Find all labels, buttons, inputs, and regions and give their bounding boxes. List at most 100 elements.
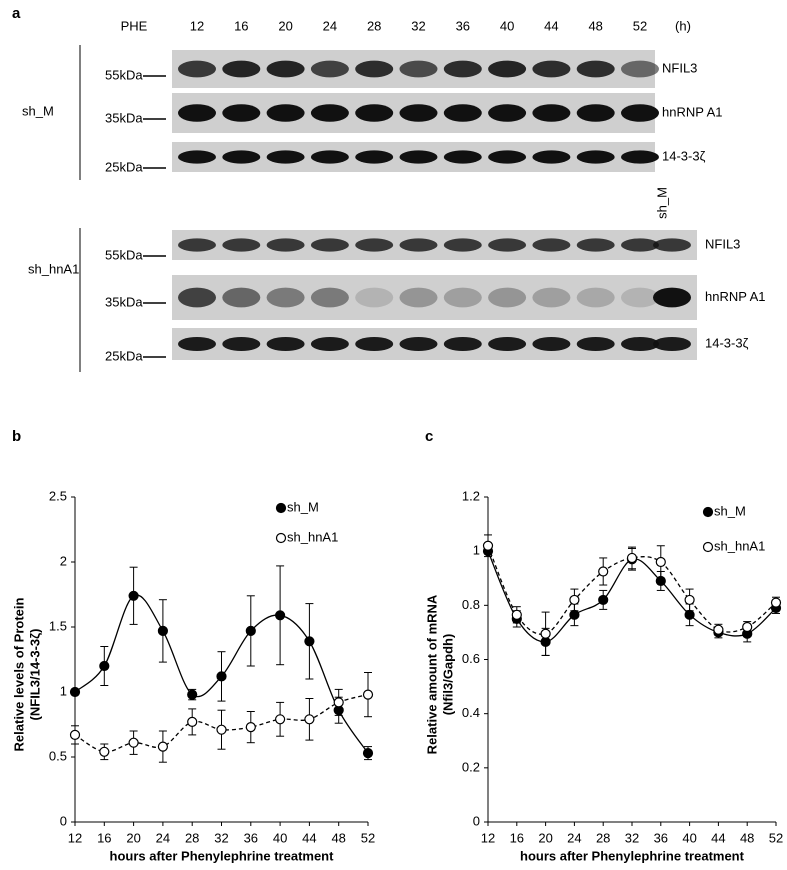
panel-label: b <box>12 428 21 445</box>
time-label: 36 <box>456 18 470 33</box>
data-point <box>128 737 139 748</box>
legend-marker <box>275 502 287 514</box>
band <box>653 238 691 252</box>
band <box>532 336 571 352</box>
size-marker: 35kDa <box>105 294 143 309</box>
data-point <box>742 621 753 633</box>
band <box>532 150 571 164</box>
x-tick-label: 24 <box>567 830 581 845</box>
band <box>532 60 571 78</box>
time-label: 40 <box>500 18 514 33</box>
treatment-label: PHE <box>121 18 148 33</box>
data-point <box>333 697 344 708</box>
protein-label: 14-3-3ζ <box>705 335 749 350</box>
protein-label: hnRNP A1 <box>662 104 722 119</box>
band <box>399 238 438 252</box>
x-tick-label: 44 <box>302 830 316 845</box>
data-point <box>304 714 315 725</box>
data-point <box>275 610 286 621</box>
y-tick-label: 0.4 <box>462 705 480 720</box>
time-label: 28 <box>367 18 381 33</box>
band <box>532 104 571 122</box>
time-label: 32 <box>411 18 425 33</box>
y-tick-label: 0 <box>473 813 480 828</box>
band <box>355 336 394 352</box>
band <box>443 287 482 308</box>
band <box>399 60 438 78</box>
band <box>443 104 482 122</box>
data-point <box>684 609 695 620</box>
data-point <box>157 625 168 637</box>
data-point <box>69 729 81 741</box>
band <box>488 238 527 252</box>
band <box>532 287 571 308</box>
x-tick-label: 28 <box>596 830 610 845</box>
y-tick-label: 1 <box>60 683 67 698</box>
y-tick-label: 0 <box>60 813 67 828</box>
band <box>310 287 349 308</box>
x-tick-label: 32 <box>214 830 228 845</box>
x-axis-title: hours after Phenylephrine treatment <box>520 848 745 863</box>
band <box>532 238 571 252</box>
band <box>310 60 349 78</box>
band <box>443 60 482 78</box>
band <box>443 336 482 352</box>
y-tick-label: 1 <box>473 543 480 558</box>
data-point <box>216 724 227 735</box>
y-tick-label: 1.5 <box>49 618 67 633</box>
data-point <box>362 747 374 759</box>
legend-marker <box>702 541 714 553</box>
legend-marker <box>702 506 714 518</box>
band <box>178 104 216 122</box>
band <box>576 150 615 164</box>
y-axis-title: Relative amount of mRNA <box>424 594 439 754</box>
size-marker: 35kDa <box>105 110 143 125</box>
x-tick-label: 44 <box>711 830 725 845</box>
data-point <box>245 721 256 733</box>
x-tick-label: 16 <box>510 830 524 845</box>
band <box>310 336 349 352</box>
data-point <box>569 594 580 606</box>
band <box>399 150 438 164</box>
band <box>399 104 438 122</box>
y-axis-title: (Nfil3/Gapdh) <box>440 634 455 716</box>
x-tick-label: 16 <box>97 830 111 845</box>
x-tick-label: 40 <box>682 830 696 845</box>
band <box>443 150 482 164</box>
time-label: 16 <box>234 18 248 33</box>
x-axis-title: hours after Phenylephrine treatment <box>110 848 335 863</box>
y-tick-label: 2.5 <box>49 488 67 503</box>
x-tick-label: 12 <box>481 830 495 845</box>
data-point <box>482 540 494 551</box>
band <box>576 238 615 252</box>
control-lane-label: sh_M <box>654 187 669 219</box>
band <box>621 336 659 352</box>
band <box>355 238 394 252</box>
legend-label: sh_M <box>287 499 319 514</box>
band <box>310 150 349 164</box>
legend-marker <box>275 532 287 544</box>
data-point <box>770 597 782 608</box>
data-point <box>569 609 580 620</box>
y-tick-label: 0.2 <box>462 759 480 774</box>
band <box>178 238 216 252</box>
data-point <box>69 686 81 698</box>
y-tick-label: 0.8 <box>462 597 480 612</box>
x-tick-label: 36 <box>654 830 668 845</box>
legend-label: sh_M <box>714 503 746 518</box>
data-point <box>655 556 666 568</box>
y-tick-label: 1.2 <box>462 488 480 503</box>
band <box>222 287 261 308</box>
protein-label: hnRNP A1 <box>705 289 765 304</box>
x-tick-label: 52 <box>361 830 375 845</box>
band <box>653 336 691 352</box>
band <box>266 104 305 122</box>
band <box>488 336 527 352</box>
band <box>222 60 261 78</box>
x-tick-label: 48 <box>331 830 345 845</box>
band <box>621 287 659 308</box>
data-point <box>99 660 110 672</box>
band <box>576 104 615 122</box>
time-label: 12 <box>190 18 204 33</box>
